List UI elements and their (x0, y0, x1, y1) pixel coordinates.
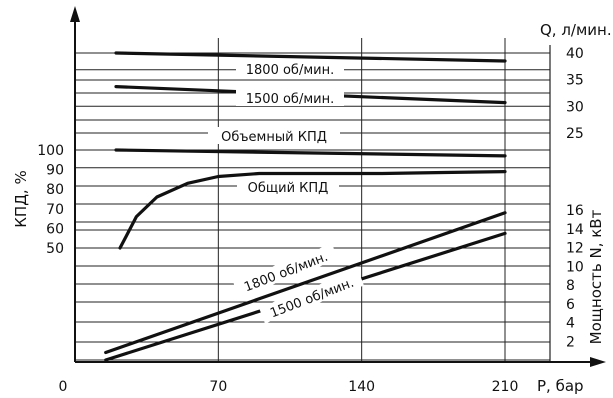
power-tick-label: 4 (566, 316, 575, 332)
left-tick-label: 80 (46, 182, 64, 198)
x-tick-label: 70 (209, 379, 227, 395)
svg-text:Общий КПД: Общий КПД (248, 181, 329, 196)
power-tick-label: 8 (566, 278, 575, 294)
flow-tick-label: 40 (566, 46, 584, 62)
power-tick-label: 2 (566, 334, 575, 350)
flow-tick-label: 35 (566, 73, 584, 89)
svg-text:1800 об/мин.: 1800 об/мин. (246, 63, 334, 78)
y-axis-arrow (70, 6, 80, 22)
curve-label-q1500: 1500 об/мин. (236, 89, 344, 107)
series-line-2 (114, 148, 507, 158)
grid (75, 38, 551, 362)
x-axis-arrow (590, 357, 606, 367)
curve-label-q1800: 1800 об/мин. (236, 60, 344, 78)
curve-labels: 1800 об/мин. 1500 об/мин. Объемный КПД Общи… (208, 60, 364, 324)
power-tick-label: 16 (566, 203, 584, 219)
curve-label-overall: Общий КПД (237, 178, 339, 196)
left-axis-title: КПД, % (12, 170, 30, 227)
left-tick-label: 100 (37, 143, 64, 159)
x-tick-label: 140 (348, 379, 375, 395)
curve-label-volumetric: Объемный КПД (208, 127, 340, 145)
flow-tick-label: 25 (566, 126, 584, 142)
series-line-4 (104, 211, 507, 355)
power-axis-title: Мощность N, кВт (587, 209, 605, 344)
x-tick-label: 0 (59, 379, 68, 395)
left-tick-label: 60 (46, 221, 64, 237)
flow-axis-title: Q, л/мин. (540, 21, 612, 39)
series-line-3 (118, 170, 507, 250)
x-tick-label: 210 (492, 379, 519, 395)
axes (70, 6, 606, 367)
flow-tick-label: 30 (566, 99, 584, 115)
power-tick-label: 10 (566, 259, 584, 275)
svg-text:1500 об/мин.: 1500 об/мин. (246, 92, 334, 107)
x-axis-title: P, бар (537, 377, 584, 395)
svg-text:Объемный КПД: Объемный КПД (221, 130, 327, 145)
power-tick-label: 14 (566, 222, 584, 238)
power-tick-label: 6 (566, 297, 575, 313)
svg-text:1500 об/мин.: 1500 об/мин. (268, 276, 356, 322)
power-tick-label: 12 (566, 241, 584, 257)
left-tick-label: 50 (46, 241, 64, 257)
left-tick-label: 90 (46, 163, 64, 179)
series-line-0 (114, 51, 507, 63)
left-tick-label: 70 (46, 202, 64, 218)
